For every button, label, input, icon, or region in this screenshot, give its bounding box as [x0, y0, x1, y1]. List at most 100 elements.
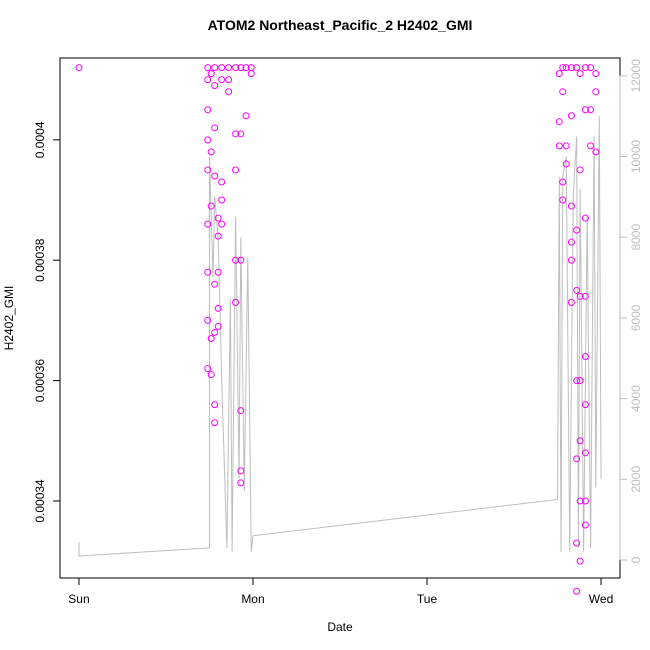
data-point — [237, 256, 245, 264]
x-axis-label: Date — [327, 620, 353, 634]
data-point — [567, 238, 575, 246]
data-point — [207, 202, 215, 210]
data-point — [555, 118, 563, 126]
y-tick-label: 0.0004 — [33, 121, 47, 158]
data-point — [232, 298, 240, 306]
data-point — [225, 76, 233, 84]
data-point — [214, 214, 222, 222]
data-point — [581, 497, 589, 505]
data-point — [204, 220, 212, 228]
data-point — [237, 467, 245, 475]
data-point — [237, 130, 245, 138]
data-point — [581, 106, 589, 114]
data-point — [211, 82, 219, 90]
data-point — [218, 76, 226, 84]
data-point — [567, 298, 575, 306]
data-point — [559, 88, 567, 96]
y-tick-label: 0.00038 — [33, 238, 47, 282]
data-point — [581, 214, 589, 222]
data-point — [576, 292, 584, 300]
data-point — [211, 280, 219, 288]
data-point — [581, 401, 589, 409]
data-point — [204, 136, 212, 144]
data-point — [581, 521, 589, 529]
data-point — [214, 232, 222, 240]
data-point — [232, 64, 240, 72]
data-point — [75, 64, 83, 72]
data-point — [207, 371, 215, 379]
data-point — [581, 64, 589, 72]
data-point — [214, 322, 222, 330]
data-point — [587, 142, 595, 150]
y2-tick-label: 8000 — [629, 224, 643, 251]
data-point — [567, 256, 575, 264]
data-point — [555, 70, 563, 78]
data-point — [204, 76, 212, 84]
data-point — [559, 196, 567, 204]
data-point — [207, 70, 215, 78]
data-point — [567, 112, 575, 120]
data-point — [232, 256, 240, 264]
data-point — [567, 202, 575, 210]
data-point — [576, 377, 584, 385]
data-point — [211, 401, 219, 409]
data-point — [225, 88, 233, 96]
data-point — [242, 64, 250, 72]
x-tick-label: Mon — [241, 592, 264, 606]
data-point — [204, 316, 212, 324]
data-point — [576, 166, 584, 174]
data-point — [232, 130, 240, 138]
data-point — [576, 437, 584, 445]
data-point — [218, 196, 226, 204]
data-point — [573, 587, 581, 595]
data-point — [573, 377, 581, 385]
data-point — [237, 407, 245, 415]
data-point — [218, 220, 226, 228]
data-point — [587, 64, 595, 72]
data-point — [587, 106, 595, 114]
data-point — [232, 166, 240, 174]
plot-box — [59, 57, 621, 579]
data-point — [204, 64, 212, 72]
altitude-line — [78, 116, 602, 557]
data-point — [581, 449, 589, 457]
data-point — [242, 112, 250, 120]
data-point — [237, 479, 245, 487]
data-point — [204, 268, 212, 276]
data-point — [573, 286, 581, 294]
data-point — [559, 64, 567, 72]
y2-tick-label: 2000 — [629, 466, 643, 493]
y2-tick-label: 12000 — [629, 59, 643, 93]
y2-tick-label: 10000 — [629, 139, 643, 173]
data-point — [573, 539, 581, 547]
data-point — [214, 268, 222, 276]
y-tick-label: 0.00036 — [33, 359, 47, 403]
x-tick-label: Wed — [589, 592, 613, 606]
data-point — [211, 64, 219, 72]
data-point — [211, 328, 219, 336]
data-point — [211, 419, 219, 427]
data-point — [576, 70, 584, 78]
data-point — [204, 365, 212, 373]
data-point — [581, 292, 589, 300]
data-point — [576, 497, 584, 505]
y2-tick-label: 0 — [629, 556, 643, 563]
y-axis-label: H2402_GMI — [2, 286, 16, 351]
data-point — [555, 142, 563, 150]
y2-tick-label: 4000 — [629, 385, 643, 412]
data-point — [573, 64, 581, 72]
data-point — [218, 64, 226, 72]
data-point — [247, 70, 255, 78]
data-point — [559, 178, 567, 186]
y2-tick-label: 6000 — [629, 304, 643, 331]
data-point — [573, 226, 581, 234]
data-point — [211, 172, 219, 180]
y-tick-label: 0.00034 — [33, 479, 47, 523]
data-point — [214, 304, 222, 312]
data-point — [204, 106, 212, 114]
data-point — [567, 64, 575, 72]
data-point — [225, 64, 233, 72]
data-point — [562, 142, 570, 150]
data-point — [237, 64, 245, 72]
